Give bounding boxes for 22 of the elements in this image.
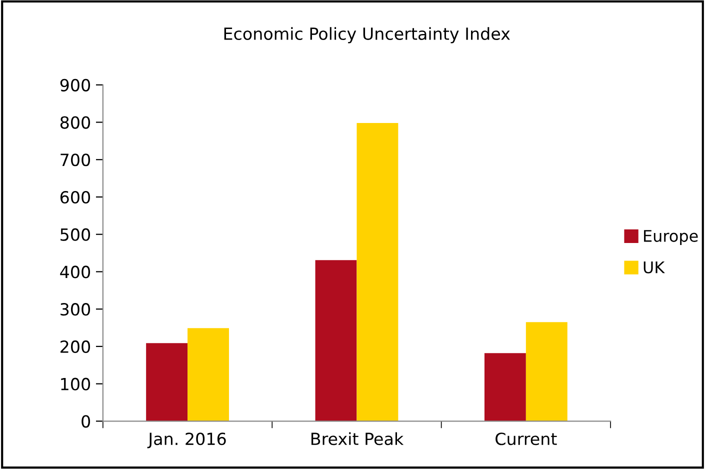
y-tick-label: 200 xyxy=(60,340,90,354)
y-tick-label: 600 xyxy=(60,190,90,204)
chart-title: Economic Policy Uncertainty Index xyxy=(224,27,510,44)
legend-label: Europe xyxy=(644,230,698,246)
y-tick-label: 0 xyxy=(82,415,90,428)
x-tick-label: Jan. 2016 xyxy=(147,432,226,448)
x-tick-label: Current xyxy=(496,432,557,446)
bar xyxy=(146,343,188,422)
bar xyxy=(315,260,357,422)
y-tick-label: 100 xyxy=(61,378,90,390)
y-tick-label: 700 xyxy=(60,154,90,166)
y-tick-label: 500 xyxy=(60,228,90,241)
bar xyxy=(484,353,526,422)
y-tick-label: 400 xyxy=(60,266,90,278)
bar xyxy=(526,322,568,422)
y-tick-label: 300 xyxy=(60,303,90,316)
y-tick-label: 900 xyxy=(60,78,90,92)
bar xyxy=(188,328,229,422)
legend-label: UK xyxy=(644,262,665,274)
y-tick-label: 800 xyxy=(60,116,90,129)
x-tick-label: Brexit Peak xyxy=(311,432,404,446)
bar xyxy=(356,123,398,422)
